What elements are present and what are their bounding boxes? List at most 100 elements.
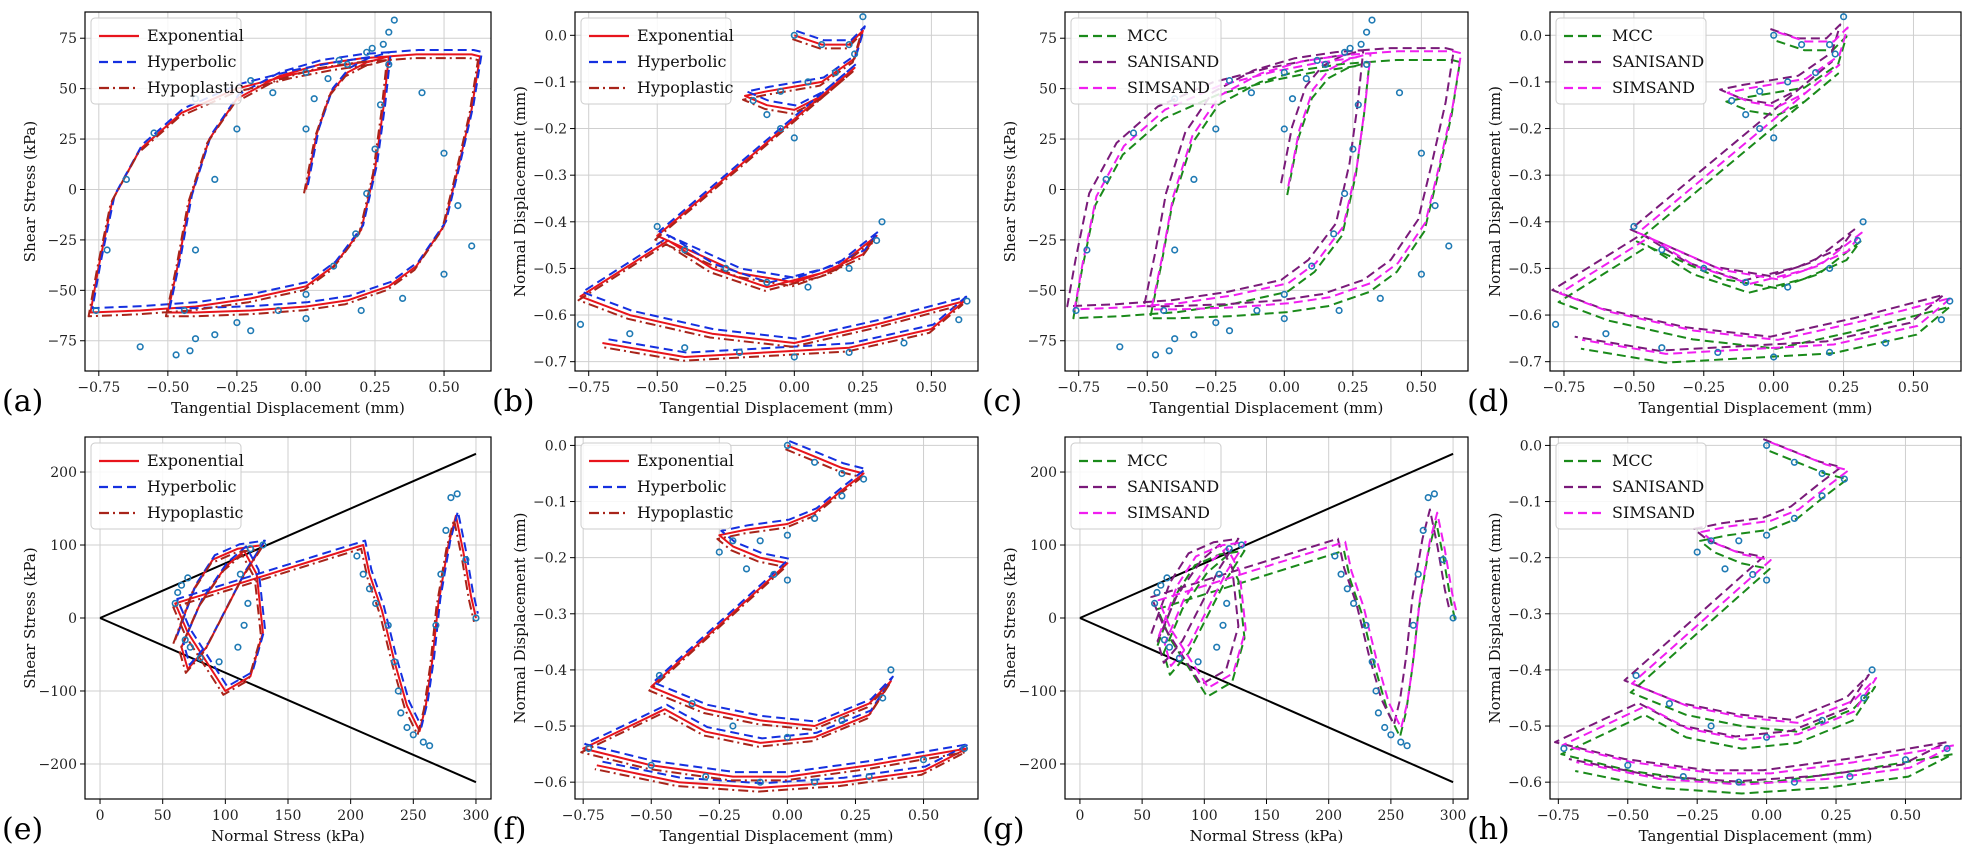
failure-envelope-upper	[99, 452, 477, 619]
data-point	[850, 50, 859, 58]
data-point	[1247, 89, 1255, 97]
panel-label: (a)	[2, 384, 43, 419]
y-axis-label: Normal Displacement (mm)	[511, 513, 529, 724]
plot-area	[87, 16, 483, 359]
y-tick-label: 25	[1039, 132, 1057, 148]
x-tick-label: 0.50	[1890, 808, 1921, 824]
data-point	[763, 110, 771, 119]
data-point	[1735, 778, 1743, 786]
data-point	[1331, 552, 1339, 560]
data-point	[655, 671, 664, 680]
data-point	[196, 654, 204, 662]
data-point	[324, 74, 332, 83]
x-tick-label: −0.25	[1682, 380, 1725, 396]
data-point	[1151, 351, 1160, 359]
x-tick-label: −0.75	[77, 380, 120, 396]
data-point	[1630, 222, 1638, 231]
data-point	[729, 722, 737, 730]
y-tick-label: 50	[59, 82, 77, 98]
legend-box	[1555, 442, 1707, 530]
data-point	[1253, 306, 1261, 315]
x-tick-label: 100	[1191, 808, 1218, 824]
axes-frame	[1549, 11, 1962, 372]
data-point	[776, 87, 785, 95]
data-point	[440, 270, 448, 278]
data-point	[403, 723, 411, 732]
data-point	[1116, 343, 1124, 351]
data-point	[1797, 40, 1806, 49]
legend: Exponential Hyperbolic Hypoplastic	[90, 17, 244, 105]
data-point	[353, 552, 361, 560]
data-point	[653, 222, 661, 231]
data-point	[1679, 772, 1687, 781]
data-point	[1175, 654, 1183, 662]
axes-frame	[574, 11, 979, 372]
x-tick-label: 0.50	[1898, 380, 1929, 396]
data-point	[363, 48, 371, 56]
x-tick-label: 0.25	[840, 808, 871, 824]
y-tick-label: −200	[1019, 757, 1057, 773]
legend: MCC SANISAND SIMSAND	[1555, 17, 1707, 105]
x-tick-label: 50	[154, 808, 172, 824]
data-point	[1397, 738, 1405, 746]
data-point	[150, 129, 158, 137]
x-tick-label: −0.50	[630, 808, 673, 824]
data-point	[1770, 134, 1778, 142]
data-point	[1825, 264, 1834, 273]
data-point	[171, 599, 179, 608]
y-tick-label: 0.0	[1520, 438, 1542, 454]
data-point	[418, 89, 426, 97]
legend-label-exponential: Exponential	[637, 451, 734, 470]
data-point	[1357, 40, 1365, 48]
data-point	[878, 218, 886, 226]
data-point	[437, 570, 445, 578]
data-point	[1313, 56, 1321, 65]
y-axis-label: Shear Stress (kPa)	[1001, 547, 1019, 688]
data-point	[1414, 570, 1422, 578]
data-point	[1225, 545, 1233, 553]
data-point	[191, 335, 200, 343]
data-point	[1223, 599, 1231, 608]
legend-label-simsand: SIMSAND	[1612, 503, 1695, 522]
y-tick-label: 75	[59, 31, 77, 47]
y-tick-label: 0	[1048, 611, 1057, 627]
legend: MCC SANISAND SIMSAND	[1070, 17, 1222, 105]
data-point	[1157, 581, 1165, 589]
data-point	[919, 756, 928, 764]
data-point	[186, 347, 194, 355]
legend-label-exponential: Exponential	[637, 26, 734, 45]
y-tick-label: −0.5	[1508, 719, 1542, 735]
data-point	[1860, 694, 1868, 702]
y-tick-label: −0.6	[533, 775, 567, 791]
y-tick-label: −200	[39, 757, 77, 773]
legend: MCC SANISAND SIMSAND	[1070, 442, 1222, 530]
data-point	[1368, 658, 1376, 666]
panel-label: (g)	[982, 812, 1025, 847]
data-point	[1372, 687, 1380, 695]
x-tick-label: −0.75	[1543, 380, 1586, 396]
data-point	[783, 531, 792, 539]
data-point	[472, 614, 480, 622]
y-tick-label: −0.3	[1508, 607, 1542, 623]
data-point	[1280, 125, 1288, 133]
legend-box	[580, 442, 732, 530]
data-point	[1721, 565, 1729, 573]
legend-label-hypoplastic: Hypoplastic	[147, 503, 244, 522]
x-tick-label: 150	[275, 808, 302, 824]
legend-label-hyperbolic: Hyperbolic	[637, 52, 726, 71]
data-point	[845, 264, 853, 273]
y-tick-label: −75	[1027, 334, 1057, 350]
series-hypoplastic-line	[172, 518, 475, 736]
data-point	[376, 101, 385, 109]
panel-g: 0 50 100 150 200 250 300 −200 −100 0 100 200 Normal …	[982, 436, 1469, 847]
y-tick-label: −0.1	[533, 495, 567, 511]
x-tick-label: −0.50	[1612, 380, 1655, 396]
data-point	[244, 599, 252, 608]
legend: Exponential Hyperbolic Hypoplastic	[580, 17, 734, 105]
x-tick-label: −0.25	[698, 808, 741, 824]
data-point	[1337, 570, 1345, 578]
data-point	[1901, 756, 1910, 764]
data-point	[722, 264, 730, 273]
data-point	[790, 134, 798, 142]
